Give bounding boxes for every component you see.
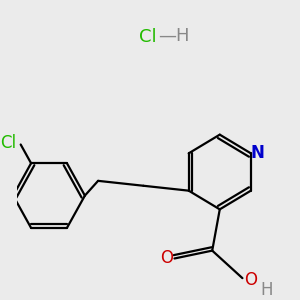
Text: Cl: Cl [0,134,16,152]
Text: O: O [160,250,173,268]
Text: —H: —H [158,27,190,45]
Text: Cl: Cl [139,28,157,46]
Text: O: O [244,271,257,289]
Text: H: H [261,281,273,299]
Text: N: N [250,144,264,162]
